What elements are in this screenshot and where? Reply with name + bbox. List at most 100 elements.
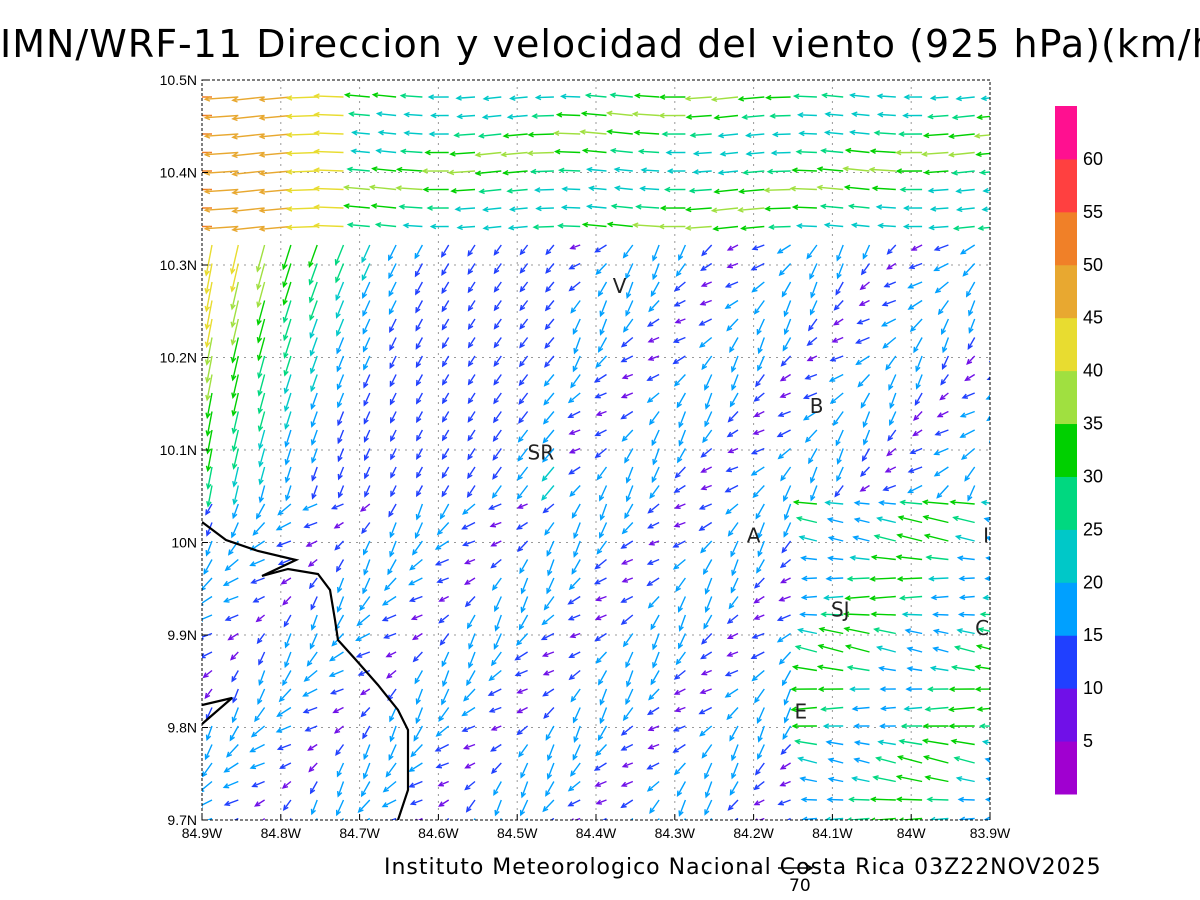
wind-vector xyxy=(493,781,502,796)
wind-vector xyxy=(620,743,634,751)
wind-vector xyxy=(924,775,949,783)
wind-vector xyxy=(756,707,765,725)
wind-vector xyxy=(302,688,318,697)
wind-vector xyxy=(540,632,555,641)
wind-vector xyxy=(822,723,844,729)
wind-vector xyxy=(403,130,423,136)
colorbar-label: 55 xyxy=(1083,202,1103,222)
wind-vector xyxy=(282,300,292,324)
wind-vector xyxy=(649,485,660,500)
wind-vector xyxy=(597,281,608,297)
place-label: A xyxy=(747,524,761,548)
wind-vector xyxy=(804,429,818,443)
wind-vector xyxy=(283,374,292,395)
wind-vector xyxy=(275,725,292,733)
wind-vector xyxy=(984,757,990,763)
wind-vector xyxy=(230,281,239,311)
wind-vector xyxy=(474,151,502,158)
wind-vector xyxy=(284,411,292,430)
wind-vector xyxy=(256,300,266,326)
colorbar-label: 25 xyxy=(1083,519,1103,539)
wind-vector xyxy=(203,96,239,102)
wind-vector xyxy=(780,577,791,584)
wind-vector xyxy=(782,725,792,740)
wind-vector xyxy=(904,628,923,635)
wind-vector xyxy=(652,448,660,466)
wind-vector xyxy=(692,169,712,175)
wind-vector xyxy=(544,355,555,368)
wind-vector xyxy=(647,521,660,529)
wind-vector xyxy=(222,577,239,586)
wind-vector xyxy=(408,762,423,772)
y-tick-label: 10.1N xyxy=(160,442,197,458)
wind-vector xyxy=(429,223,449,230)
wind-vector xyxy=(230,263,239,293)
wind-vector xyxy=(631,111,660,117)
wind-vector xyxy=(252,595,265,603)
wind-vector xyxy=(333,725,344,734)
wind-vector xyxy=(647,355,660,361)
wind-vector xyxy=(699,725,713,737)
wind-vector xyxy=(282,596,292,606)
wind-vector xyxy=(886,262,897,270)
wind-vector xyxy=(553,148,581,155)
wind-vector xyxy=(519,337,529,349)
wind-vector xyxy=(284,429,292,448)
y-tick-label: 10.5N xyxy=(160,72,197,88)
wind-vector xyxy=(856,318,870,325)
wind-vector xyxy=(467,281,476,294)
wind-vector xyxy=(755,503,765,520)
wind-vector xyxy=(594,392,607,399)
wind-vector xyxy=(832,411,844,427)
wind-vector xyxy=(388,244,397,262)
wind-vector xyxy=(859,281,870,291)
wind-vector xyxy=(925,554,949,561)
wind-vector xyxy=(879,686,896,692)
wind-vector xyxy=(700,540,713,554)
wind-vector xyxy=(595,410,607,417)
wind-vector xyxy=(898,738,923,746)
wind-vector xyxy=(547,559,555,577)
wind-vector xyxy=(336,374,345,391)
wind-vector xyxy=(959,244,976,255)
wind-vector xyxy=(599,318,608,336)
wind-vector xyxy=(363,559,371,576)
wind-vector xyxy=(734,817,739,820)
wind-vector xyxy=(800,796,817,803)
wind-vector xyxy=(652,244,660,262)
wind-vector xyxy=(650,614,660,631)
wind-vector xyxy=(204,337,213,366)
wind-vector xyxy=(700,262,713,271)
wind-vector xyxy=(518,744,529,758)
wind-vector xyxy=(543,707,555,719)
wind-vector xyxy=(490,651,502,667)
wind-vector xyxy=(791,204,817,211)
wind-vector xyxy=(543,596,555,611)
wind-vector xyxy=(416,411,424,424)
wind-vector xyxy=(573,337,581,355)
wind-vector xyxy=(700,447,713,458)
wind-vector xyxy=(726,318,739,332)
wind-vector xyxy=(413,725,424,742)
wind-vector xyxy=(927,187,949,194)
wind-vector xyxy=(500,151,528,158)
wind-vector xyxy=(227,632,239,641)
wind-vector xyxy=(713,114,739,121)
wind-vector xyxy=(329,688,344,695)
wind-vector xyxy=(625,485,634,503)
wind-vector xyxy=(594,244,607,253)
x-tick-label: 84.4W xyxy=(576,825,617,841)
wind-vector xyxy=(646,577,660,587)
wind-vector xyxy=(205,503,213,516)
wind-vector xyxy=(922,132,949,139)
wind-vector xyxy=(231,188,265,196)
wind-vector xyxy=(776,429,791,438)
wind-vector xyxy=(302,706,318,714)
wind-vector xyxy=(726,244,739,251)
wind-vector xyxy=(572,744,581,761)
wind-vector xyxy=(724,281,739,288)
wind-vector xyxy=(895,168,923,174)
wind-vector xyxy=(791,664,818,672)
axis-labels: 84.9W 84.8W 84.7W 84.6W 84.5W 84.4W 84.3W 84.2W… xyxy=(160,72,1011,841)
wind-vector xyxy=(395,166,423,173)
